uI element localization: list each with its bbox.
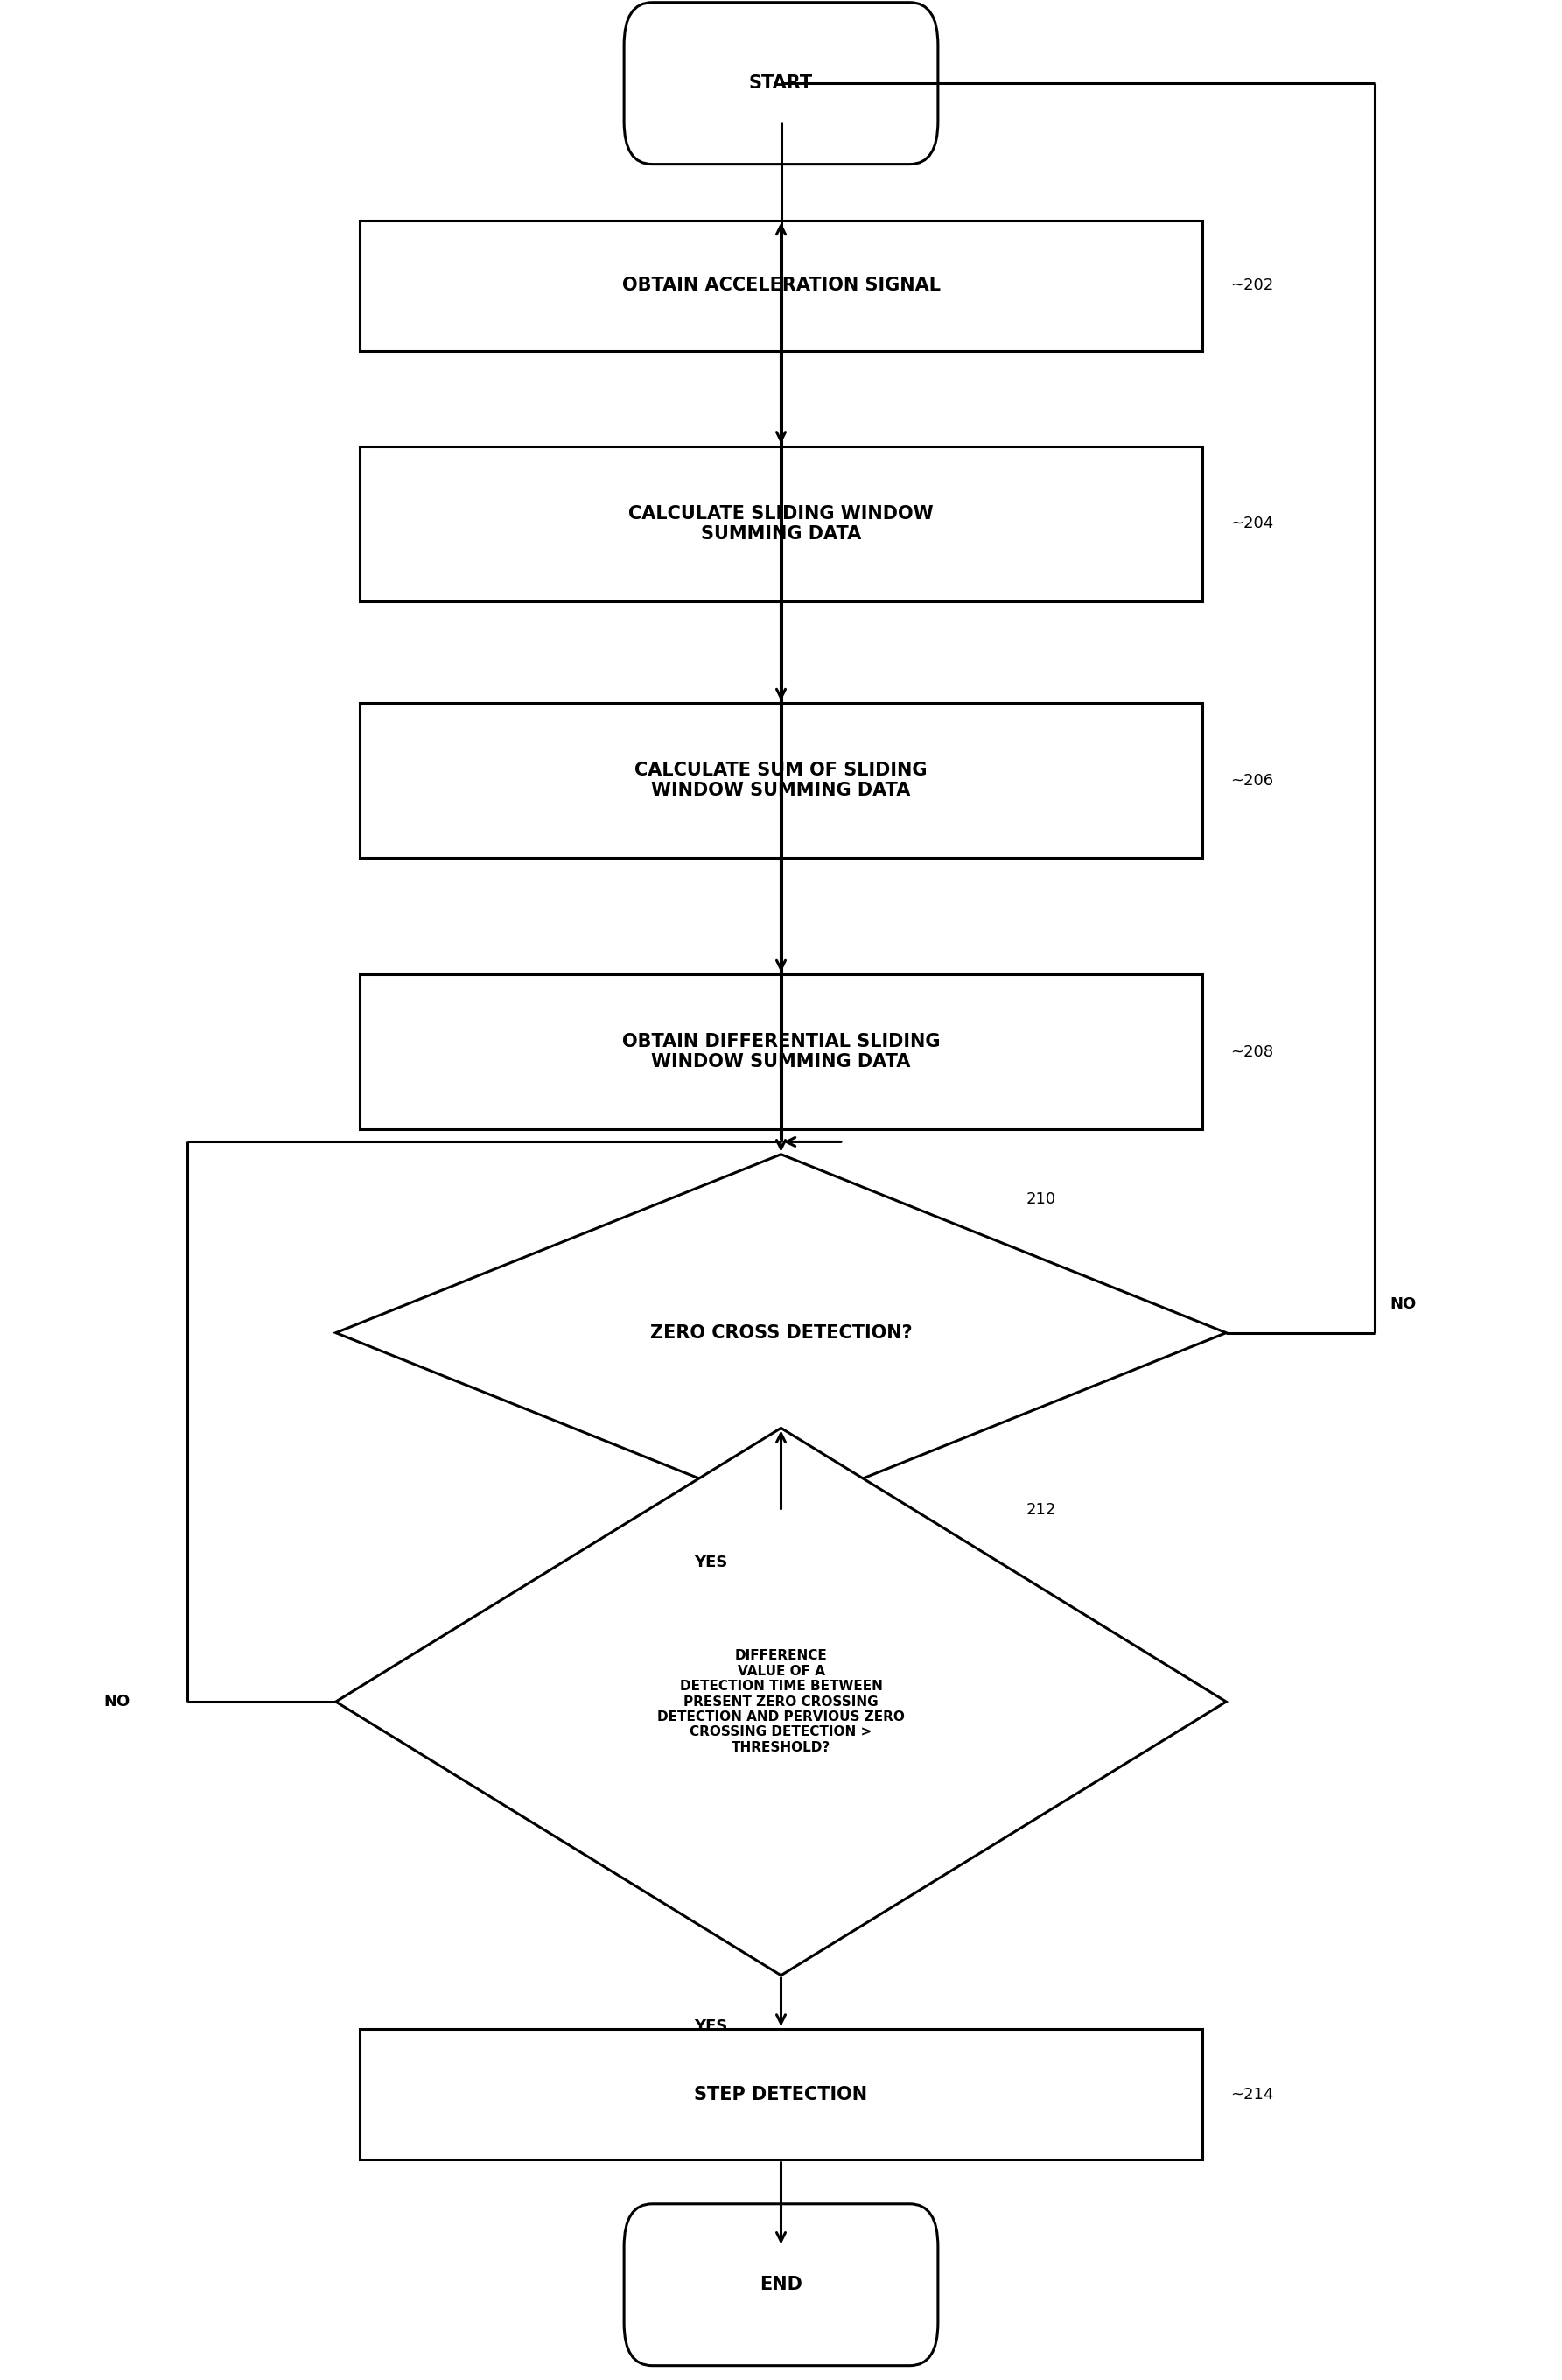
Text: 210: 210 [1026, 1190, 1056, 1207]
Text: CALCULATE SUM OF SLIDING
WINDOW SUMMING DATA: CALCULATE SUM OF SLIDING WINDOW SUMMING … [634, 762, 928, 800]
FancyBboxPatch shape [359, 702, 1203, 857]
FancyBboxPatch shape [359, 976, 1203, 1128]
FancyBboxPatch shape [625, 2, 937, 164]
Text: NO: NO [105, 1695, 130, 1709]
FancyBboxPatch shape [625, 2204, 937, 2366]
Text: ~204: ~204 [1231, 516, 1275, 531]
Text: START: START [750, 74, 812, 93]
Text: ~206: ~206 [1231, 774, 1275, 788]
FancyBboxPatch shape [359, 2028, 1203, 2161]
Text: END: END [759, 2275, 803, 2294]
Text: CALCULATE SLIDING WINDOW
SUMMING DATA: CALCULATE SLIDING WINDOW SUMMING DATA [628, 505, 934, 543]
Text: NO: NO [1390, 1297, 1417, 1311]
Polygon shape [336, 1154, 1226, 1511]
Text: YES: YES [694, 1554, 728, 1571]
Text: YES: YES [694, 2018, 728, 2035]
FancyBboxPatch shape [359, 219, 1203, 350]
FancyBboxPatch shape [359, 447, 1203, 600]
Polygon shape [336, 1428, 1226, 1975]
Text: ZERO CROSS DETECTION?: ZERO CROSS DETECTION? [650, 1323, 912, 1342]
Text: ~214: ~214 [1231, 2087, 1275, 2102]
Text: DIFFERENCE
VALUE OF A
DETECTION TIME BETWEEN
PRESENT ZERO CROSSING
DETECTION AND: DIFFERENCE VALUE OF A DETECTION TIME BET… [658, 1649, 904, 1754]
Text: OBTAIN ACCELERATION SIGNAL: OBTAIN ACCELERATION SIGNAL [622, 276, 940, 295]
Text: 212: 212 [1026, 1502, 1056, 1518]
Text: STEP DETECTION: STEP DETECTION [695, 2085, 867, 2104]
Text: ~208: ~208 [1231, 1045, 1275, 1059]
Text: ~202: ~202 [1231, 278, 1275, 293]
Text: OBTAIN DIFFERENTIAL SLIDING
WINDOW SUMMING DATA: OBTAIN DIFFERENTIAL SLIDING WINDOW SUMMI… [622, 1033, 940, 1071]
